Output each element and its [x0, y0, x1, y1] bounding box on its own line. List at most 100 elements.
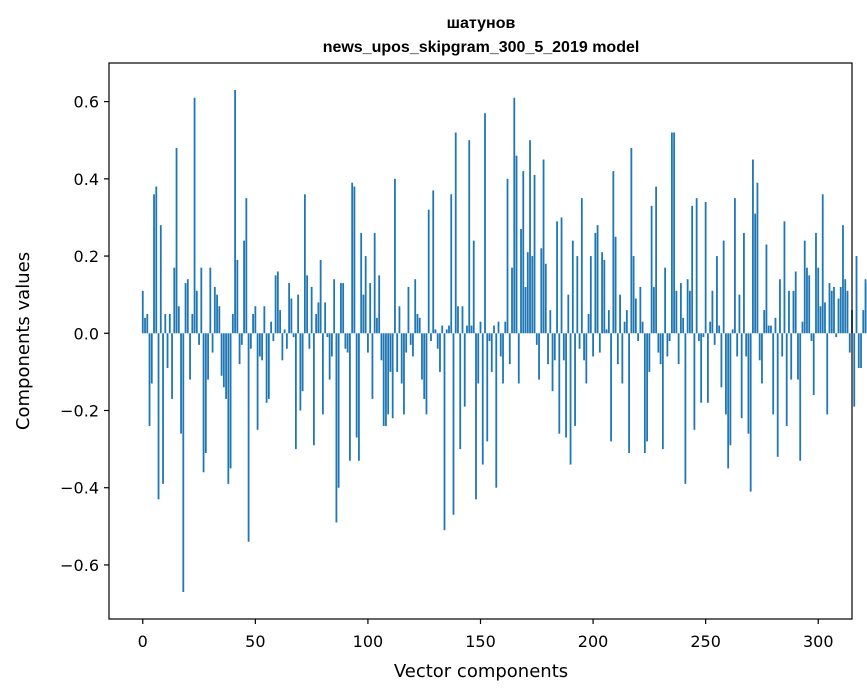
bar	[434, 329, 437, 334]
bar	[425, 333, 428, 415]
bar	[328, 333, 331, 380]
y-tick-label: −0.6	[60, 556, 99, 575]
bar	[679, 283, 682, 334]
bar	[285, 333, 288, 349]
bar	[517, 333, 520, 384]
bar	[520, 229, 522, 334]
bar	[781, 333, 784, 357]
bar	[414, 279, 417, 334]
bar	[713, 333, 716, 345]
bar	[531, 256, 534, 334]
bar	[405, 333, 408, 353]
bar	[146, 313, 149, 334]
bar	[812, 333, 815, 396]
bar	[799, 333, 802, 461]
bar	[535, 333, 538, 345]
bar	[243, 240, 245, 334]
bar	[315, 313, 318, 334]
bar	[333, 279, 336, 334]
bar	[310, 286, 313, 334]
bar	[524, 286, 527, 334]
bar	[565, 333, 567, 438]
bar	[830, 290, 833, 334]
bar	[722, 240, 725, 334]
bar	[515, 155, 518, 334]
x-tick-label: 0	[138, 632, 148, 651]
bar	[335, 333, 338, 523]
bar	[583, 333, 585, 361]
bar	[360, 232, 363, 334]
bar	[450, 194, 453, 334]
bar	[200, 267, 203, 334]
bar	[675, 290, 678, 334]
bar	[623, 321, 626, 334]
bar	[398, 306, 401, 334]
bar	[175, 147, 178, 334]
bar	[191, 313, 194, 334]
bar	[767, 325, 770, 334]
bar	[351, 182, 354, 334]
bar	[655, 186, 658, 334]
bar	[499, 333, 502, 357]
bar	[218, 306, 221, 334]
plot-frame	[108, 62, 853, 620]
bar	[396, 333, 399, 372]
bar	[209, 267, 212, 334]
bar	[547, 333, 549, 365]
bar	[718, 325, 721, 334]
bar	[659, 333, 662, 365]
bar	[488, 333, 491, 341]
bar	[470, 325, 473, 334]
bar	[716, 256, 718, 334]
bar	[558, 333, 561, 434]
bar	[378, 275, 381, 334]
bar	[344, 333, 347, 349]
bar	[236, 259, 239, 334]
bar	[502, 333, 504, 384]
bar	[349, 333, 351, 461]
bar	[308, 333, 311, 349]
bar	[844, 279, 847, 334]
bar	[326, 333, 329, 338]
bar	[400, 333, 403, 384]
bar	[150, 333, 153, 384]
bar	[691, 205, 694, 334]
bar	[506, 178, 509, 334]
bar	[276, 271, 279, 334]
bar	[641, 321, 644, 334]
bar	[551, 333, 554, 392]
bar	[274, 275, 277, 334]
bar	[657, 333, 660, 353]
bar	[788, 290, 790, 334]
bar	[619, 294, 621, 334]
bar	[790, 333, 793, 380]
bar	[598, 333, 601, 353]
bar	[556, 221, 558, 334]
bar	[294, 333, 297, 450]
bar	[387, 333, 390, 415]
bar	[693, 333, 696, 430]
bar	[779, 279, 781, 334]
x-axis-ticks: 0 50 100 150 200 250 300	[138, 619, 834, 651]
bar	[164, 313, 167, 334]
y-tick-label: −0.4	[60, 479, 99, 498]
bar	[736, 333, 739, 357]
bar	[495, 333, 498, 488]
bar	[661, 333, 664, 450]
bar	[459, 333, 462, 450]
bar	[317, 302, 320, 334]
bar	[153, 194, 155, 334]
bar	[842, 225, 844, 334]
bar	[740, 333, 743, 419]
bar	[258, 333, 261, 357]
bar	[616, 333, 619, 365]
bar	[463, 333, 466, 407]
bar	[292, 333, 295, 338]
bar	[445, 329, 448, 334]
bar	[549, 310, 552, 334]
bar	[177, 306, 180, 334]
bar	[864, 279, 867, 334]
bar	[727, 333, 730, 469]
bar	[625, 310, 628, 334]
bar	[423, 333, 426, 399]
